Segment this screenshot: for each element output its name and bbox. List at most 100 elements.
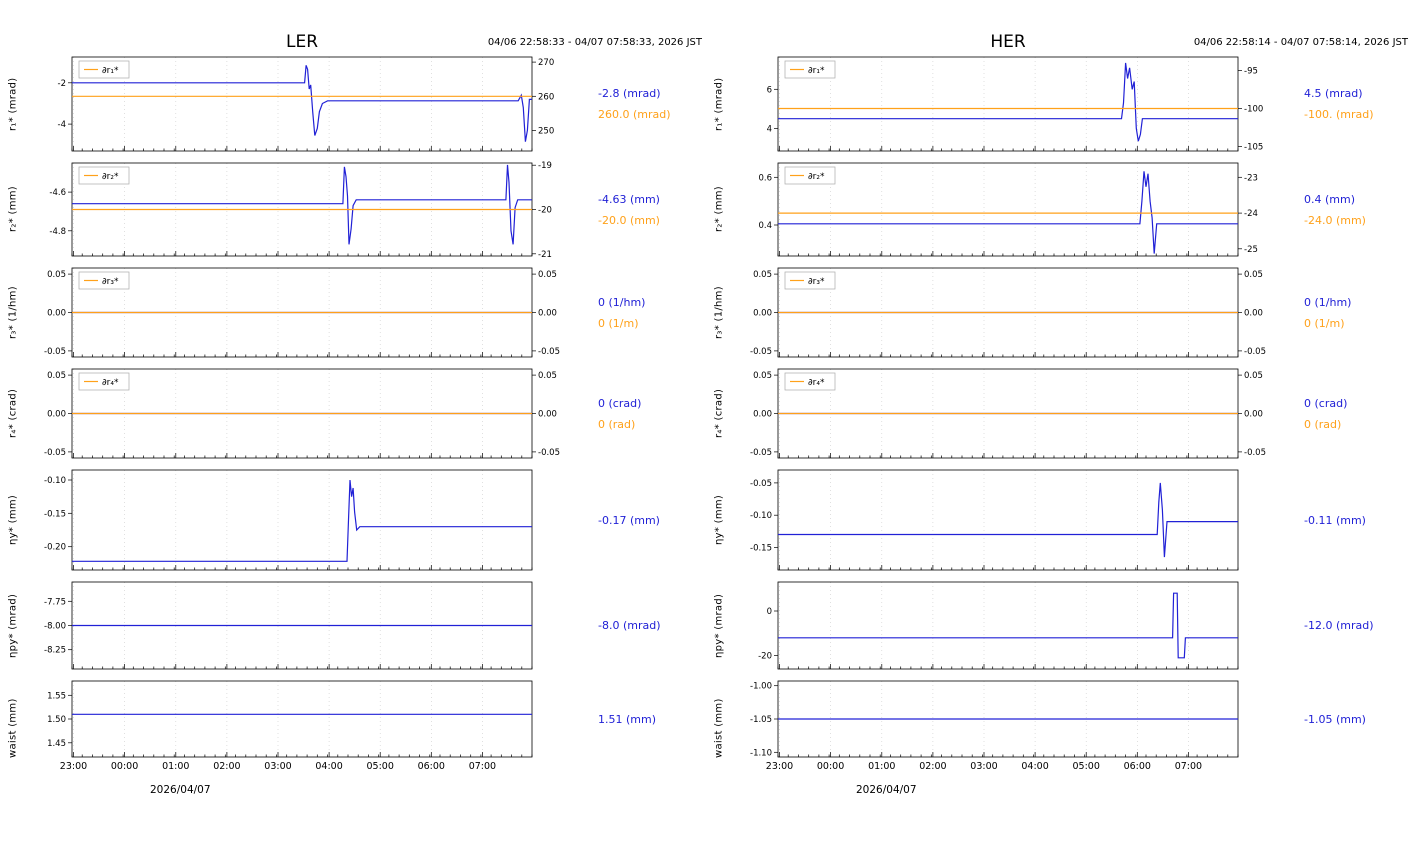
svg-text:-25: -25	[1244, 245, 1258, 255]
svg-text:1.45: 1.45	[47, 739, 66, 749]
svg-text:-7.75: -7.75	[44, 597, 66, 607]
svg-text:-0.10: -0.10	[750, 511, 772, 521]
svg-text:0.00: 0.00	[538, 410, 557, 420]
svg-text:-24: -24	[1244, 209, 1258, 219]
svg-text:1.55: 1.55	[47, 691, 66, 701]
y-axis-label: ηpy* (mrad)	[7, 593, 19, 658]
svg-text:-1.05: -1.05	[750, 715, 772, 725]
current-value-blue: 0 (crad)	[1304, 396, 1348, 410]
svg-text:00:00: 00:00	[111, 761, 138, 772]
y-axis-label: r₁* (mrad)	[7, 77, 19, 131]
svg-text:0.00: 0.00	[47, 410, 66, 420]
her-r2-chart: 0.6 0.4 -23 -24 -25 ∂r₂*	[758, 162, 1258, 257]
svg-text:-19: -19	[538, 161, 552, 171]
svg-text:0.00: 0.00	[753, 410, 772, 420]
svg-text:05:00: 05:00	[1073, 761, 1100, 772]
svg-text:-0.05: -0.05	[750, 448, 772, 458]
svg-text:-0.05: -0.05	[750, 347, 772, 357]
svg-text:-20: -20	[758, 652, 772, 662]
y-axis-label: ηy* (mm)	[713, 494, 725, 546]
svg-text:-0.15: -0.15	[750, 543, 772, 553]
ler-r2-chart: -4.6 -4.8 -19 -20 -21 ∂r₂*	[49, 161, 552, 259]
svg-text:∂r₃*: ∂r₃*	[808, 277, 825, 287]
y-axis-label: r₁* (mrad)	[713, 77, 725, 131]
svg-text:∂r₁*: ∂r₁*	[808, 66, 825, 76]
y-axis-label: r₂* (mm)	[713, 186, 725, 233]
her-etapy-chart: 0 -20	[758, 581, 1239, 670]
current-values: -2.8 (mrad) 260.0 (mrad)	[586, 54, 706, 154]
ler-r3-chart: 0.05 0.00 -0.05 0.05 0.00 -0.05 ∂r₃*	[44, 267, 560, 358]
ler-plots: r₁* (mrad) -2 -4 250 260 270 ∂r₁* -2.8 (mrad) 26…	[0, 54, 706, 778]
svg-text:-1.10: -1.10	[750, 748, 772, 758]
x-axis-date-label-her: 2026/04/07	[856, 784, 917, 796]
svg-text:02:00: 02:00	[213, 761, 240, 772]
current-values: 0 (1/hm) 0 (1/m)	[1292, 265, 1412, 360]
svg-text:-4: -4	[58, 120, 66, 130]
svg-text:-0.05: -0.05	[750, 479, 772, 489]
svg-text:-0.15: -0.15	[44, 509, 66, 519]
svg-text:-8.00: -8.00	[44, 622, 66, 632]
current-values: 1.51 (mm)	[586, 678, 706, 760]
current-value-orange: -24.0 (mm)	[1304, 213, 1366, 227]
svg-text:03:00: 03:00	[970, 761, 997, 772]
y-axis-label: waist (mm)	[7, 698, 19, 758]
svg-text:07:00: 07:00	[1175, 761, 1202, 772]
current-value-blue: -1.05 (mm)	[1304, 712, 1366, 726]
svg-text:-0.05: -0.05	[538, 347, 560, 357]
her-plots: r₁* (mrad) 6 4 -95 -100 -105 ∂r₁* 4.5 (mrad) -10…	[706, 54, 1412, 778]
svg-text:0.05: 0.05	[47, 371, 66, 381]
svg-text:0: 0	[767, 607, 772, 617]
current-value-orange: 0 (1/m)	[1304, 316, 1345, 330]
svg-text:0.05: 0.05	[47, 270, 66, 280]
svg-text:02:00: 02:00	[919, 761, 946, 772]
current-values: 0 (crad) 0 (rad)	[1292, 366, 1412, 461]
svg-text:07:00: 07:00	[469, 761, 496, 772]
svg-text:01:00: 01:00	[162, 761, 189, 772]
current-values: 0.4 (mm) -24.0 (mm)	[1292, 160, 1412, 259]
current-value-orange: 0 (rad)	[598, 417, 636, 431]
ler-waist-chart: 23:00 00:00 01:00 02:00 03:00 04:00 05:00 06:00…	[47, 680, 533, 772]
ler-plot-row-waist: waist (mm) 23:00 00:00 01:00 02:00 03:00 04:00…	[0, 678, 706, 778]
current-value-orange: 0 (1/m)	[598, 316, 639, 330]
svg-text:-105: -105	[1244, 143, 1263, 153]
svg-text:0.00: 0.00	[753, 309, 772, 319]
her-plot-row-r1: r₁* (mrad) 6 4 -95 -100 -105 ∂r₁* 4.5 (mrad) -10…	[706, 54, 1412, 154]
svg-text:-23: -23	[1244, 173, 1258, 183]
svg-text:0.05: 0.05	[753, 371, 772, 381]
svg-text:0.05: 0.05	[753, 270, 772, 280]
svg-text:-0.20: -0.20	[44, 543, 66, 553]
column-title-ler: LER	[285, 32, 319, 52]
svg-text:0.6: 0.6	[758, 173, 772, 183]
svg-text:260: 260	[538, 92, 554, 102]
svg-text:-4.8: -4.8	[49, 227, 66, 237]
svg-text:04:00: 04:00	[1021, 761, 1048, 772]
svg-text:0.00: 0.00	[47, 309, 66, 319]
current-value-orange: 0 (rad)	[1304, 417, 1342, 431]
ler-plot-row-etay: ηy* (mm) -0.10 -0.15 -0.20 -0.17 (mm)	[0, 467, 706, 573]
y-axis-label: r₂* (mm)	[7, 186, 19, 233]
time-range-her: 04/06 22:58:14 - 04/07 07:58:14, 2026 JS…	[1193, 37, 1408, 48]
ler-etapy-chart: -7.75 -8.00 -8.25	[44, 581, 533, 670]
her-plot-row-r4: r₄* (crad) 0.05 0.00 -0.05 0.05 0.00 -0.05 ∂r₄*…	[706, 366, 1412, 461]
svg-text:∂r₄*: ∂r₄*	[102, 378, 119, 388]
current-values: 0 (crad) 0 (rad)	[586, 366, 706, 461]
y-axis-label: ηy* (mm)	[7, 494, 19, 546]
svg-text:-20: -20	[538, 206, 552, 216]
svg-text:06:00: 06:00	[418, 761, 445, 772]
svg-text:4: 4	[767, 125, 772, 135]
svg-text:270: 270	[538, 58, 554, 68]
current-value-blue: 4.5 (mrad)	[1304, 87, 1363, 100]
current-value-blue: -4.63 (mm)	[598, 192, 660, 206]
current-value-orange: -100. (mrad)	[1304, 108, 1374, 121]
svg-text:0.05: 0.05	[538, 371, 557, 381]
svg-text:1.50: 1.50	[47, 715, 66, 725]
her-r1-chart: 6 4 -95 -100 -105 ∂r₁*	[767, 56, 1263, 153]
time-range-ler: 04/06 22:58:33 - 04/07 07:58:33, 2026 JS…	[487, 37, 702, 48]
ler-plot-row-r1: r₁* (mrad) -2 -4 250 260 270 ∂r₁* -2.8 (mrad) 26…	[0, 54, 706, 154]
ler-plot-row-r2: r₂* (mm) -4.6 -4.8 -19 -20 -21 ∂r₂* -4.63 (mm) -…	[0, 160, 706, 259]
svg-text:-100: -100	[1244, 105, 1263, 115]
svg-text:-1.00: -1.00	[750, 682, 772, 692]
current-values: -8.0 (mrad)	[586, 579, 706, 672]
ler-plot-row-r3: r₃* (1/hm) 0.05 0.00 -0.05 0.05 0.00 -0.05 ∂r₃*…	[0, 265, 706, 360]
svg-text:04:00: 04:00	[315, 761, 342, 772]
